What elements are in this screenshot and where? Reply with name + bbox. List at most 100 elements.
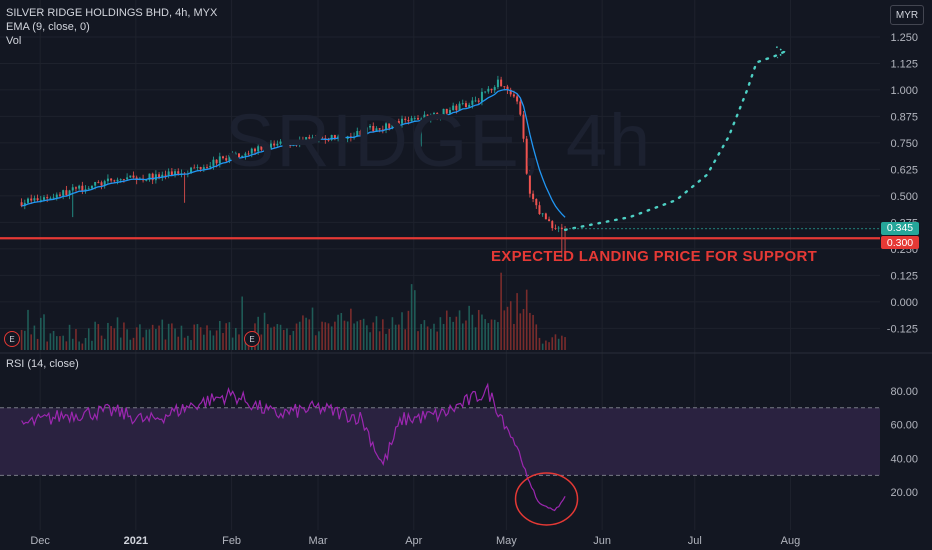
rsi-tick-label: 40.00 (890, 453, 918, 465)
volume-bar (503, 310, 506, 350)
candle-body (222, 156, 225, 159)
candle-body (100, 182, 103, 186)
volume-bar (55, 336, 58, 350)
candle-body (528, 173, 531, 194)
candle-body (257, 146, 260, 152)
volume-bar (410, 284, 413, 350)
time-tick-label: May (496, 535, 517, 547)
candle-body (110, 178, 113, 181)
volume-bar (212, 335, 215, 350)
candle-body (289, 140, 292, 146)
candle-body (397, 121, 400, 124)
candle-body (340, 133, 343, 137)
candle-body (30, 198, 33, 201)
candle-body (407, 119, 410, 122)
candle-body (116, 179, 119, 182)
candle-body (506, 86, 509, 90)
volume-bar (529, 312, 531, 350)
current-price-tag: 0.345 (881, 221, 919, 235)
time-tick-label: Apr (405, 535, 422, 547)
candle-body (132, 175, 135, 178)
volume-bar (455, 316, 458, 350)
candle-body (298, 139, 301, 146)
candle-body (170, 171, 173, 176)
candle-body (301, 139, 304, 141)
volume-bar (305, 317, 307, 350)
volume-bar (113, 328, 116, 350)
volume-bar (52, 330, 55, 350)
volume-bar (183, 337, 186, 350)
price-tick-label: 0.875 (890, 111, 918, 123)
earnings-badge-2[interactable]: E (244, 331, 260, 347)
volume-bar (318, 331, 320, 350)
volume-bar (551, 337, 554, 350)
volume-bar (100, 335, 103, 350)
time-tick-label: Mar (309, 535, 328, 547)
volume-bar (107, 322, 109, 350)
volume-bar (378, 331, 381, 350)
volume-bar (158, 325, 160, 350)
candle-body (202, 167, 205, 170)
volume-bar (314, 335, 317, 350)
volume-bar (298, 321, 301, 350)
candle-body (167, 171, 170, 176)
volume-bar (362, 318, 365, 350)
volume-bar (324, 322, 327, 350)
candle-body (519, 101, 522, 115)
volume-bar (513, 323, 515, 350)
candle-body (487, 88, 490, 92)
volume-bar (532, 314, 534, 350)
candle-body (62, 190, 65, 196)
volume-bar (139, 324, 141, 350)
candle-body (129, 175, 132, 178)
volume-bar (171, 323, 173, 350)
price-tick-label: 0.125 (890, 270, 918, 282)
candle-body (356, 130, 359, 137)
volume-bar (474, 327, 477, 350)
candle-body (90, 185, 93, 189)
candle-body (174, 171, 177, 176)
candle-body (464, 103, 467, 108)
volume-bar (27, 309, 29, 350)
volume-bar (346, 321, 349, 350)
volume-bar (174, 328, 176, 350)
candle-body (68, 190, 71, 196)
candle-body (500, 79, 503, 87)
candle-body (36, 198, 39, 201)
rsi-tick-label: 60.00 (890, 420, 918, 432)
volume-bar (286, 328, 288, 350)
candle-body (333, 135, 336, 139)
volume-bar (148, 329, 151, 350)
volume-bar (423, 320, 426, 350)
candle-body (106, 178, 109, 182)
candle-body (484, 91, 487, 93)
volume-bar (359, 319, 362, 350)
candle-body (269, 143, 272, 150)
volume-bar (103, 338, 106, 350)
candle-body (94, 182, 97, 186)
volume-bar (394, 324, 397, 350)
volume-bar (190, 340, 192, 350)
candle-body (119, 179, 122, 181)
volume-bar (426, 326, 429, 350)
currency-button[interactable]: MYR (890, 5, 924, 25)
volume-bar (509, 301, 512, 350)
volume-bar (477, 309, 480, 350)
earnings-badge-1[interactable]: E (4, 331, 20, 347)
candle-body (330, 135, 333, 140)
candle-body (557, 227, 560, 229)
volume-bar (321, 321, 323, 350)
volume-bar (161, 319, 164, 350)
volume-bar (167, 323, 170, 350)
candle-body (212, 159, 215, 166)
candle-body (52, 197, 55, 199)
candle-body (458, 103, 461, 111)
candle-body (544, 213, 547, 220)
volume-bar (234, 328, 237, 350)
volume-bar (391, 317, 394, 350)
volume-bar (449, 316, 451, 350)
volume-bar (433, 323, 435, 350)
rsi-legend[interactable]: RSI (14, close) (6, 358, 79, 370)
candle-body (321, 135, 324, 139)
